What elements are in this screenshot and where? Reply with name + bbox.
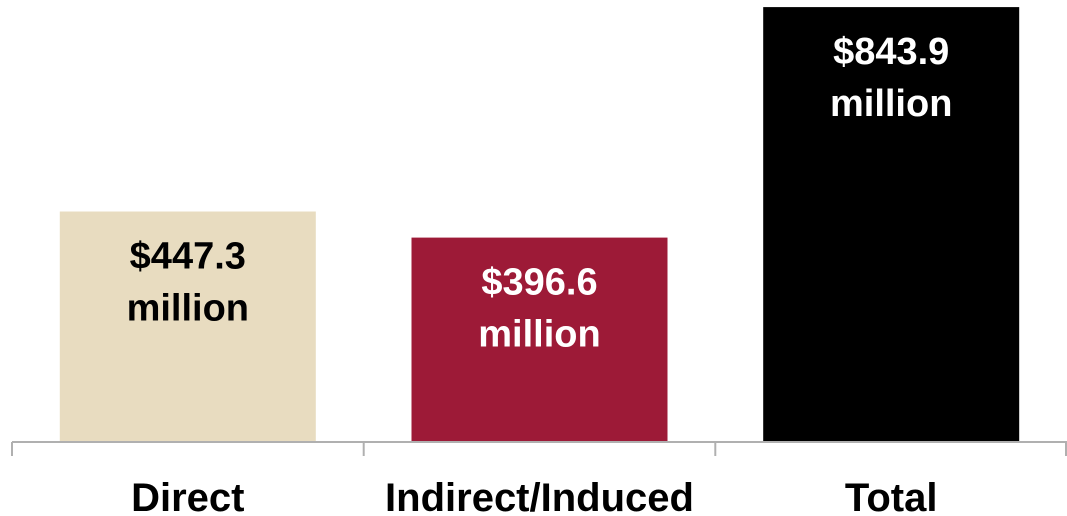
bar-1 <box>411 237 668 442</box>
data-label-1-line-1: million <box>478 314 600 356</box>
category-label-0: Direct <box>131 476 244 516</box>
category-labels-layer: Direct Indirect/Induced Total <box>131 476 937 516</box>
x-axis <box>11 441 1067 456</box>
bars-layer <box>59 7 1020 442</box>
data-labels-layer: $447.3 million $396.6 million $843.9 million <box>127 31 953 356</box>
category-label-1: Indirect/Induced <box>385 476 694 516</box>
data-label-2-line-0: $843.9 <box>833 31 949 73</box>
category-label-2: Total <box>845 476 938 516</box>
bar-0 <box>59 211 316 442</box>
data-label-2-line-1: million <box>830 83 952 125</box>
bar-2 <box>763 7 1020 442</box>
data-label-0-line-1: million <box>127 288 249 330</box>
data-label-0-line-0: $447.3 <box>130 236 246 278</box>
data-label-1-line-0: $396.6 <box>481 262 597 304</box>
